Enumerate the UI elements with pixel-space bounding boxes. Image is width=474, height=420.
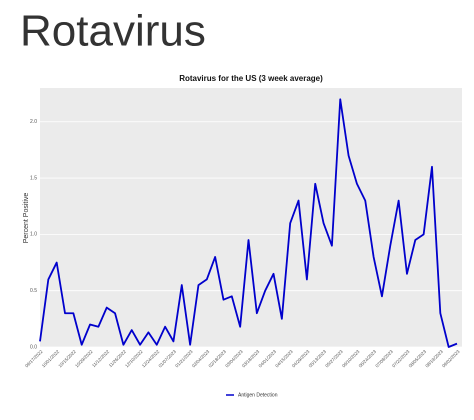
y-axis-label: Percent Positive — [23, 193, 30, 244]
x-tick-label: 09/02/2023 — [441, 349, 461, 369]
y-tick-label: 0.5 — [30, 288, 37, 294]
y-tick-label: 1.5 — [30, 175, 37, 181]
y-tick-label: 2.0 — [30, 119, 37, 125]
legend-label: Antigen Detection — [238, 392, 278, 398]
y-tick-label: 0.0 — [30, 344, 37, 350]
plot-background — [40, 88, 462, 347]
page-heading: Rotavirus — [20, 7, 206, 56]
chart-title: Rotavirus for the US (3 week average) — [179, 74, 323, 83]
data-line — [39, 98, 458, 348]
y-tick-label: 1.0 — [30, 232, 37, 238]
